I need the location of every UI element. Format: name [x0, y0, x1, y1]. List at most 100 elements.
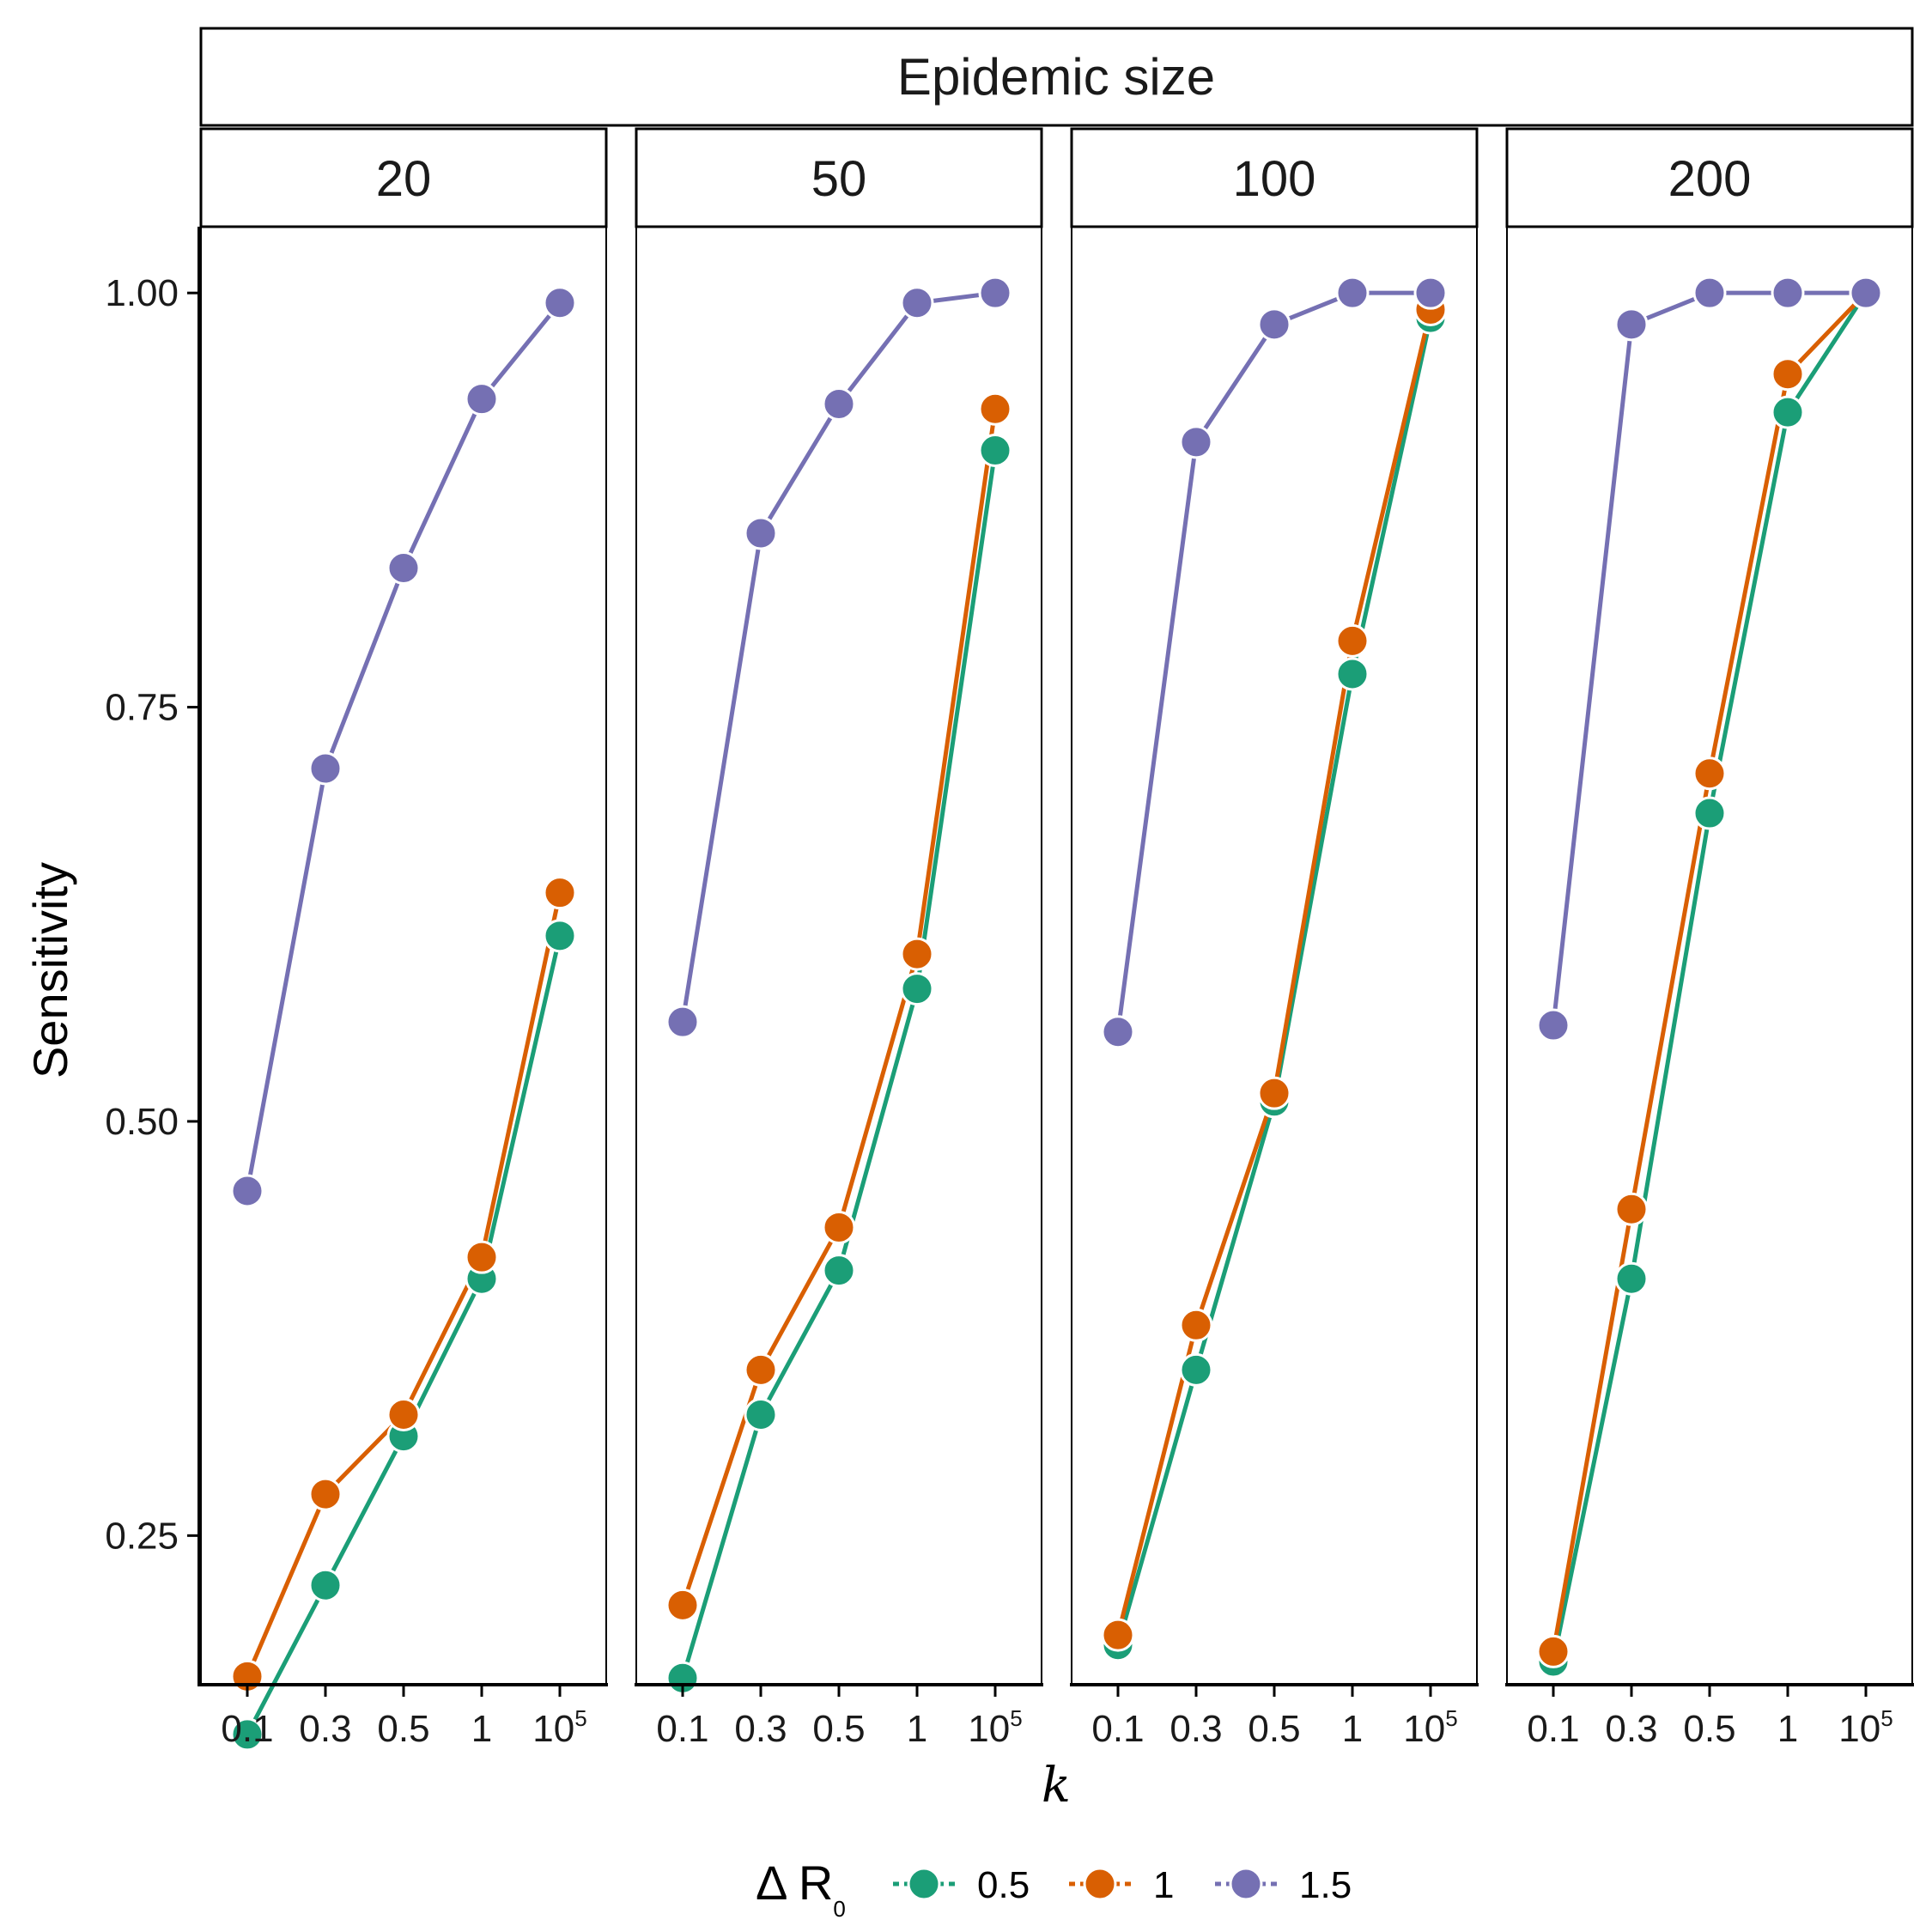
- x-tick-label-base: 1: [1777, 1708, 1798, 1750]
- legend-title-main: Δ R: [756, 1856, 833, 1910]
- data-point-1.5-0.3: [1179, 425, 1213, 459]
- x-tick-label: 0.5: [812, 1708, 865, 1750]
- data-point-1.5-1: [900, 286, 934, 320]
- x-axes: 0.1 0.3 0.5 1 105 0.1 0.3 0.5 1 105 0.1 0.3 0.5 1 105 0…: [199, 1683, 1914, 1750]
- x-tick-label-exponent: 5: [1880, 1705, 1893, 1731]
- series-line-1.5: [245, 301, 562, 1192]
- data-point-1-1: [1771, 357, 1805, 392]
- panel-100: 100: [1070, 127, 1479, 1686]
- y-tick-label: 1.00: [105, 272, 179, 314]
- data-point-1-0.3: [1179, 1308, 1213, 1342]
- x-tick-label: 0.1: [656, 1708, 708, 1750]
- data-point-1-0.5: [1692, 756, 1727, 791]
- data-point-1-0.1: [1536, 1634, 1571, 1668]
- data-point-1-1: [900, 937, 934, 971]
- legend-entry-1.5: 1.5: [1215, 1864, 1352, 1906]
- x-tick-label: 1: [471, 1708, 492, 1750]
- panel-strip-label: 50: [811, 151, 867, 207]
- facet-title: Epidemic size: [897, 48, 1215, 106]
- series-line-1.5: [1115, 290, 1431, 1033]
- data-point-1.5-1: [1771, 276, 1805, 310]
- panel-50: 50: [635, 127, 1043, 1695]
- data-point-1.5-10^5: [1849, 276, 1883, 310]
- x-tick-label-base: 1: [907, 1708, 927, 1750]
- x-tick-label-base: 1: [1342, 1708, 1363, 1750]
- panel-20: 20: [199, 127, 608, 1752]
- x-tick-label-base: 0.3: [1605, 1708, 1657, 1750]
- x-tick-label-base: 0.5: [377, 1708, 429, 1750]
- panel-strip-label: 20: [376, 151, 432, 207]
- facet-title-strip: Epidemic size: [199, 27, 1914, 127]
- data-point-0.5-10^5: [543, 919, 577, 953]
- data-point-0.5-1: [1771, 395, 1805, 429]
- y-tick-label: 0.75: [105, 687, 179, 729]
- panels-layer: 20 50 100 200: [199, 127, 1914, 1752]
- data-point-1.5-10^5: [978, 276, 1012, 310]
- series-line-0.5: [245, 935, 562, 1736]
- legend: Δ R0 0.5 1 1.5: [756, 1856, 1352, 1922]
- data-point-1.5-0.5: [386, 550, 421, 585]
- x-tick-label: 0.1: [1527, 1708, 1579, 1750]
- x-tick-label-exponent: 5: [1445, 1705, 1457, 1731]
- data-point-1-10^5: [978, 392, 1012, 426]
- x-tick-label-base: 0.5: [812, 1708, 865, 1750]
- data-point-1.5-0.1: [1536, 1008, 1571, 1042]
- x-tick-label-exponent: 5: [1010, 1705, 1022, 1731]
- data-point-1-0.3: [1614, 1192, 1649, 1226]
- data-point-1.5-0.1: [230, 1174, 264, 1208]
- panel-strip-label: 100: [1233, 151, 1316, 207]
- x-tick-label-base: 0.1: [1527, 1708, 1579, 1750]
- data-point-1.5-0.3: [308, 751, 343, 786]
- legend-label: 1.5: [1299, 1864, 1352, 1906]
- data-point-1-1: [1335, 623, 1370, 658]
- data-point-1-1: [465, 1240, 499, 1274]
- x-tick-label: 0.1: [221, 1708, 273, 1750]
- data-point-1.5-10^5: [543, 286, 577, 320]
- data-point-1.5-0.3: [1614, 307, 1649, 342]
- x-tick-label-base: 1: [471, 1708, 492, 1750]
- panel-strip-label: 200: [1668, 151, 1752, 207]
- x-tick-label-base: 10: [1838, 1708, 1880, 1750]
- series-line-1.5: [1551, 290, 1866, 1026]
- x-tick-label-base: 10: [532, 1708, 574, 1750]
- y-tick-label: 0.25: [105, 1515, 179, 1557]
- data-point-0.5-0.3: [744, 1397, 778, 1431]
- data-point-0.5-1: [1335, 657, 1370, 691]
- series-line-1: [680, 408, 998, 1607]
- legend-title: Δ R0: [756, 1856, 846, 1922]
- x-tick-label: 0.3: [734, 1708, 787, 1750]
- x-tick-label: 1: [1777, 1708, 1798, 1750]
- legend-entry-0.5: 0.5: [893, 1864, 1030, 1906]
- x-tick-label-base: 0.3: [1170, 1708, 1222, 1750]
- x-tick-label-base: 0.1: [221, 1708, 273, 1750]
- panel-strip: [199, 127, 608, 228]
- legend-title-sub: 0: [833, 1896, 845, 1922]
- x-tick-label-exponent: 5: [574, 1705, 586, 1731]
- y-axis: 0.25 0.50 0.75 1.00: [105, 227, 201, 1686]
- legend-key-point: [1083, 1867, 1117, 1901]
- data-point-0.5-0.1: [230, 1717, 264, 1752]
- x-tick-label: 0.3: [1170, 1708, 1222, 1750]
- x-tick-label: 0.1: [1091, 1708, 1144, 1750]
- panel-border: [1506, 226, 1913, 1686]
- data-point-1-10^5: [543, 876, 577, 910]
- x-tick-label: 0.5: [1248, 1708, 1300, 1750]
- x-tick-label: 105: [1403, 1705, 1457, 1750]
- x-tick-label: 1: [1342, 1708, 1363, 1750]
- data-point-1-0.5: [822, 1210, 856, 1244]
- data-point-0.5-0.3: [1179, 1352, 1213, 1387]
- y-tick-label: 0.50: [105, 1101, 179, 1143]
- panel-200: 200: [1505, 127, 1914, 1686]
- x-tick-label-base: 0.5: [1683, 1708, 1735, 1750]
- series-line-0.5: [680, 450, 998, 1679]
- data-point-1-0.5: [1257, 1076, 1291, 1110]
- data-point-1.5-0.1: [1101, 1015, 1135, 1049]
- data-point-0.5-0.5: [822, 1254, 856, 1288]
- x-tick-label: 105: [1838, 1705, 1893, 1750]
- legend-key-point: [907, 1867, 941, 1901]
- x-tick-label: 105: [968, 1705, 1022, 1750]
- data-point-1-0.1: [1101, 1618, 1135, 1652]
- y-axis-title: Sensitivity: [23, 862, 77, 1078]
- data-point-1.5-1: [465, 382, 499, 416]
